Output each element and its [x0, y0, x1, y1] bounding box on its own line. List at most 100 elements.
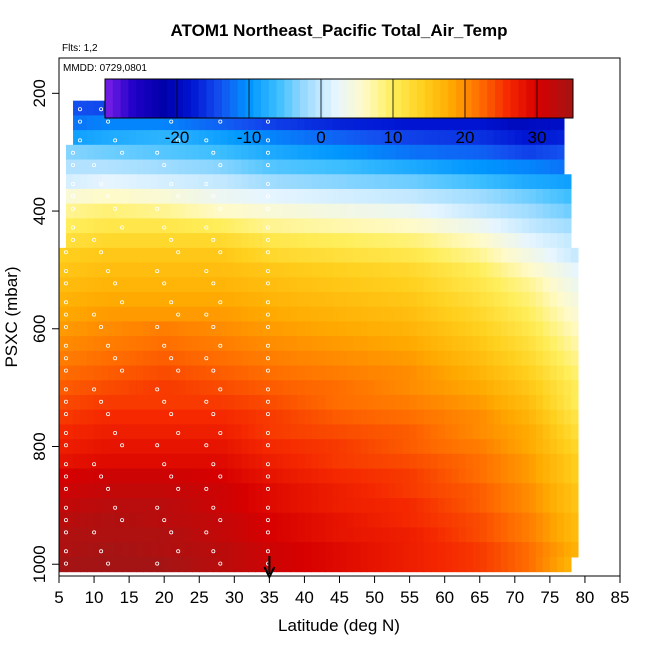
heatmap-cell [164, 439, 172, 455]
heatmap-cell [136, 380, 144, 396]
heatmap-cell [150, 174, 158, 190]
heatmap-cell [66, 468, 74, 484]
heatmap-cell [283, 527, 292, 543]
heatmap-cell [423, 291, 432, 308]
heatmap-cell [444, 468, 453, 484]
heatmap-cell [479, 306, 488, 323]
heatmap-cell [311, 409, 320, 426]
heatmap-cell [136, 394, 144, 411]
heatmap-cell [388, 527, 397, 543]
heatmap-cell [143, 115, 151, 131]
heatmap-cell [80, 203, 88, 220]
heatmap-cell [108, 130, 116, 146]
heatmap-cell [395, 277, 404, 293]
heatmap-cell [395, 394, 404, 411]
heatmap-cell [458, 394, 467, 411]
heatmap-cell [164, 144, 172, 161]
heatmap-cell [122, 394, 130, 411]
heatmap-cell [220, 188, 228, 205]
heatmap-cell [80, 306, 88, 323]
heatmap-cell [528, 144, 537, 161]
heatmap-cell [276, 144, 284, 161]
heatmap-cell [325, 188, 334, 205]
heatmap-cell [206, 262, 214, 278]
heatmap-cell [395, 233, 404, 249]
heatmap-cell [171, 424, 179, 440]
heatmap-cell [514, 542, 523, 558]
heatmap-cell [311, 394, 320, 411]
heatmap-cell [283, 424, 292, 440]
heatmap-cell [409, 380, 418, 396]
heatmap-cell [178, 394, 186, 411]
heatmap-cell [367, 159, 376, 175]
heatmap-cell [444, 336, 453, 352]
heatmap-cell [311, 468, 320, 484]
heatmap-cell [332, 115, 341, 131]
heatmap-cell [276, 218, 284, 234]
heatmap-cell [129, 247, 137, 264]
heatmap-cell [178, 453, 186, 470]
heatmap-cell [514, 203, 523, 220]
heatmap-cell [325, 556, 334, 573]
heatmap-cell [486, 115, 495, 131]
heatmap-cell [402, 336, 411, 352]
data-point [99, 324, 104, 329]
heatmap-cell [136, 159, 144, 175]
heatmap-cell [367, 233, 376, 249]
heatmap-cell [535, 159, 544, 175]
heatmap-cell [262, 174, 270, 190]
data-point [169, 181, 174, 186]
heatmap-cell [241, 409, 249, 426]
heatmap-cell [269, 498, 277, 514]
heatmap-cell [409, 159, 418, 175]
heatmap-cell [318, 468, 327, 484]
heatmap-cell [234, 365, 242, 381]
heatmap-cell [507, 483, 516, 499]
heatmap-cell [388, 556, 397, 573]
data-point [265, 412, 270, 417]
heatmap-cell [59, 365, 67, 381]
heatmap-cell [94, 291, 102, 308]
heatmap-cell [199, 468, 207, 484]
heatmap-cell [465, 247, 474, 264]
heatmap-cell [465, 130, 474, 146]
heatmap-cell [87, 115, 95, 131]
heatmap-cell [444, 439, 453, 455]
heatmap-cell [416, 498, 425, 514]
heatmap-cell [129, 233, 137, 249]
heatmap-cell [465, 483, 474, 499]
heatmap-cell [451, 247, 460, 264]
heatmap-cell [108, 542, 116, 558]
heatmap-cell [143, 424, 151, 440]
heatmap-cell [514, 144, 523, 161]
heatmap-cell [493, 556, 502, 573]
heatmap-cell [80, 247, 88, 264]
heatmap-cell [521, 556, 530, 573]
heatmap-cell [479, 233, 488, 249]
heatmap-cell [108, 277, 116, 293]
heatmap-cell [528, 498, 537, 514]
heatmap-cell [164, 203, 172, 220]
heatmap-cell [437, 394, 446, 411]
heatmap-cell [283, 498, 292, 514]
heatmap-cell [206, 512, 214, 529]
heatmap-cell [304, 203, 313, 220]
heatmap-cell [87, 144, 95, 161]
heatmap-cell [185, 468, 193, 484]
data-point [71, 237, 76, 242]
heatmap-cell [472, 277, 481, 293]
heatmap-cell [416, 262, 425, 278]
heatmap-cell [115, 218, 123, 234]
colorbar-segment [518, 79, 527, 118]
heatmap-cell [507, 542, 516, 558]
heatmap-cell [416, 556, 425, 573]
heatmap-cell [304, 174, 313, 190]
data-point [155, 150, 160, 155]
heatmap-cell [304, 291, 313, 308]
heatmap-cell [129, 144, 137, 161]
heatmap-cell [563, 203, 572, 220]
heatmap-cell [535, 527, 544, 543]
heatmap-cell [339, 380, 348, 396]
heatmap-cell [416, 512, 425, 529]
heatmap-cell [80, 188, 88, 205]
